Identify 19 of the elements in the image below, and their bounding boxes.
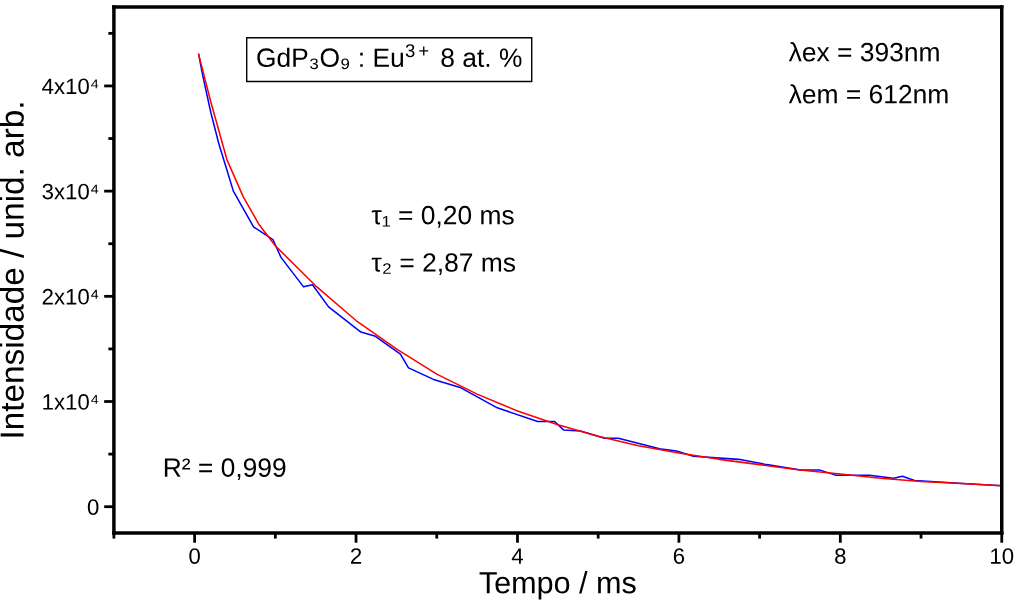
annotation: τ₂ = 2,87 ms: [371, 253, 516, 275]
y-tick-label: 4x10⁴: [42, 78, 99, 95]
y-tick-label: 1x10⁴: [43, 394, 99, 410]
y-axis-title: Intensidade / unid. arb.: [0, 103, 24, 437]
x-tick-label: 8: [835, 548, 846, 564]
annotation: R² = 0,999: [164, 458, 286, 481]
y-tick-label: 2x10⁴: [42, 288, 99, 305]
annotation: λem = 612nm: [788, 84, 948, 104]
annotation: λex = 393nm: [788, 42, 939, 62]
x-tick-label: 0: [189, 548, 200, 564]
y-tick-label: 3x10⁴: [42, 183, 99, 200]
x-tick-label: 2: [350, 548, 362, 564]
x-tick-label: 4: [511, 548, 523, 564]
x-tick-label: 6: [673, 548, 685, 564]
y-tick-label: 0: [87, 499, 99, 515]
annotation: τ₁ = 0,20 ms: [371, 205, 514, 228]
annotation: GdP₃O₉ : Eu$^{3+}$ 8 at. %: [257, 44, 522, 70]
x-tick-label: 10: [991, 548, 1014, 564]
x-axis-title: Tempo / ms: [479, 571, 636, 600]
